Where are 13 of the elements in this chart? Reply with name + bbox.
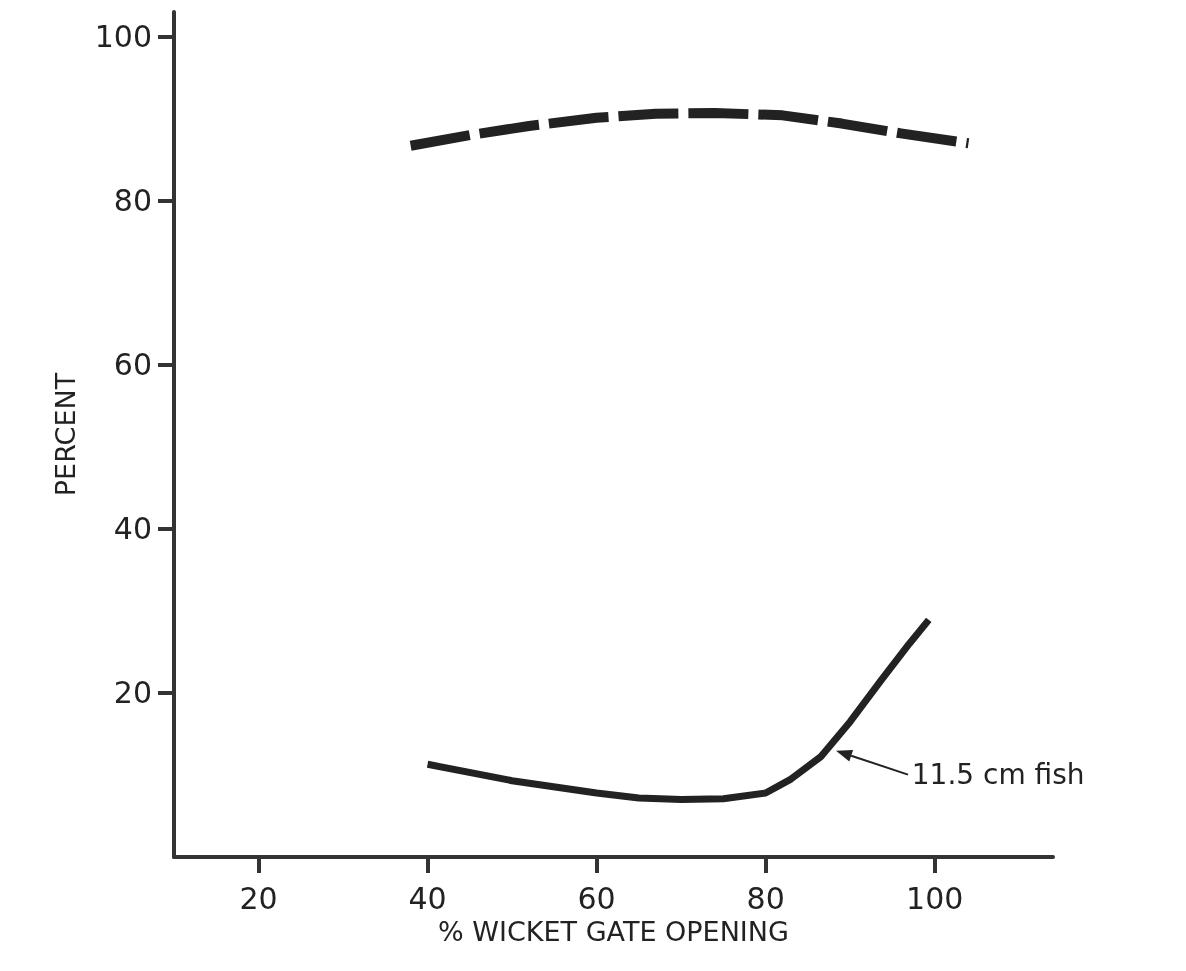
x-tick-label: 60	[577, 880, 616, 916]
x-tick-label: 20	[239, 880, 278, 916]
x-tick-label: 100	[906, 880, 964, 916]
annotation: 11.5 cm fish	[911, 757, 1085, 791]
y-tick-label: 60	[113, 347, 152, 383]
y-tick-label: 20	[113, 675, 152, 711]
y-tick-label: 40	[113, 511, 152, 547]
x-tick-label: 80	[746, 880, 785, 916]
x-tick-label: 40	[408, 880, 447, 916]
y-tick-label: 100	[94, 19, 152, 55]
y-axis-title: PERCENT	[50, 372, 81, 497]
x-axis-title: % WICKET GATE OPENING	[438, 915, 789, 947]
y-tick-label: 80	[113, 183, 152, 219]
